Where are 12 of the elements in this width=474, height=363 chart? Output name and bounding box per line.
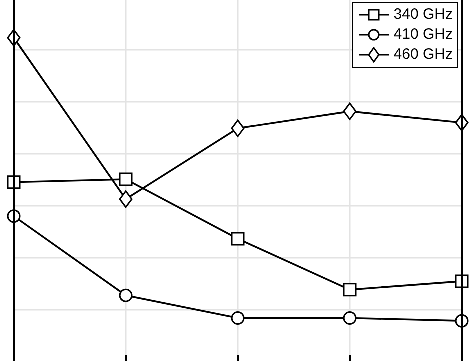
point <box>231 311 245 325</box>
point <box>231 120 245 138</box>
legend-label: 340 GHz <box>394 5 453 25</box>
point <box>119 190 133 208</box>
point <box>119 172 133 186</box>
point <box>231 232 245 246</box>
point <box>343 102 357 120</box>
legend-label: 410 GHz <box>394 25 453 45</box>
legend-label: 460 GHz <box>394 45 453 65</box>
point <box>343 283 357 297</box>
point <box>119 288 133 302</box>
point <box>343 311 357 325</box>
